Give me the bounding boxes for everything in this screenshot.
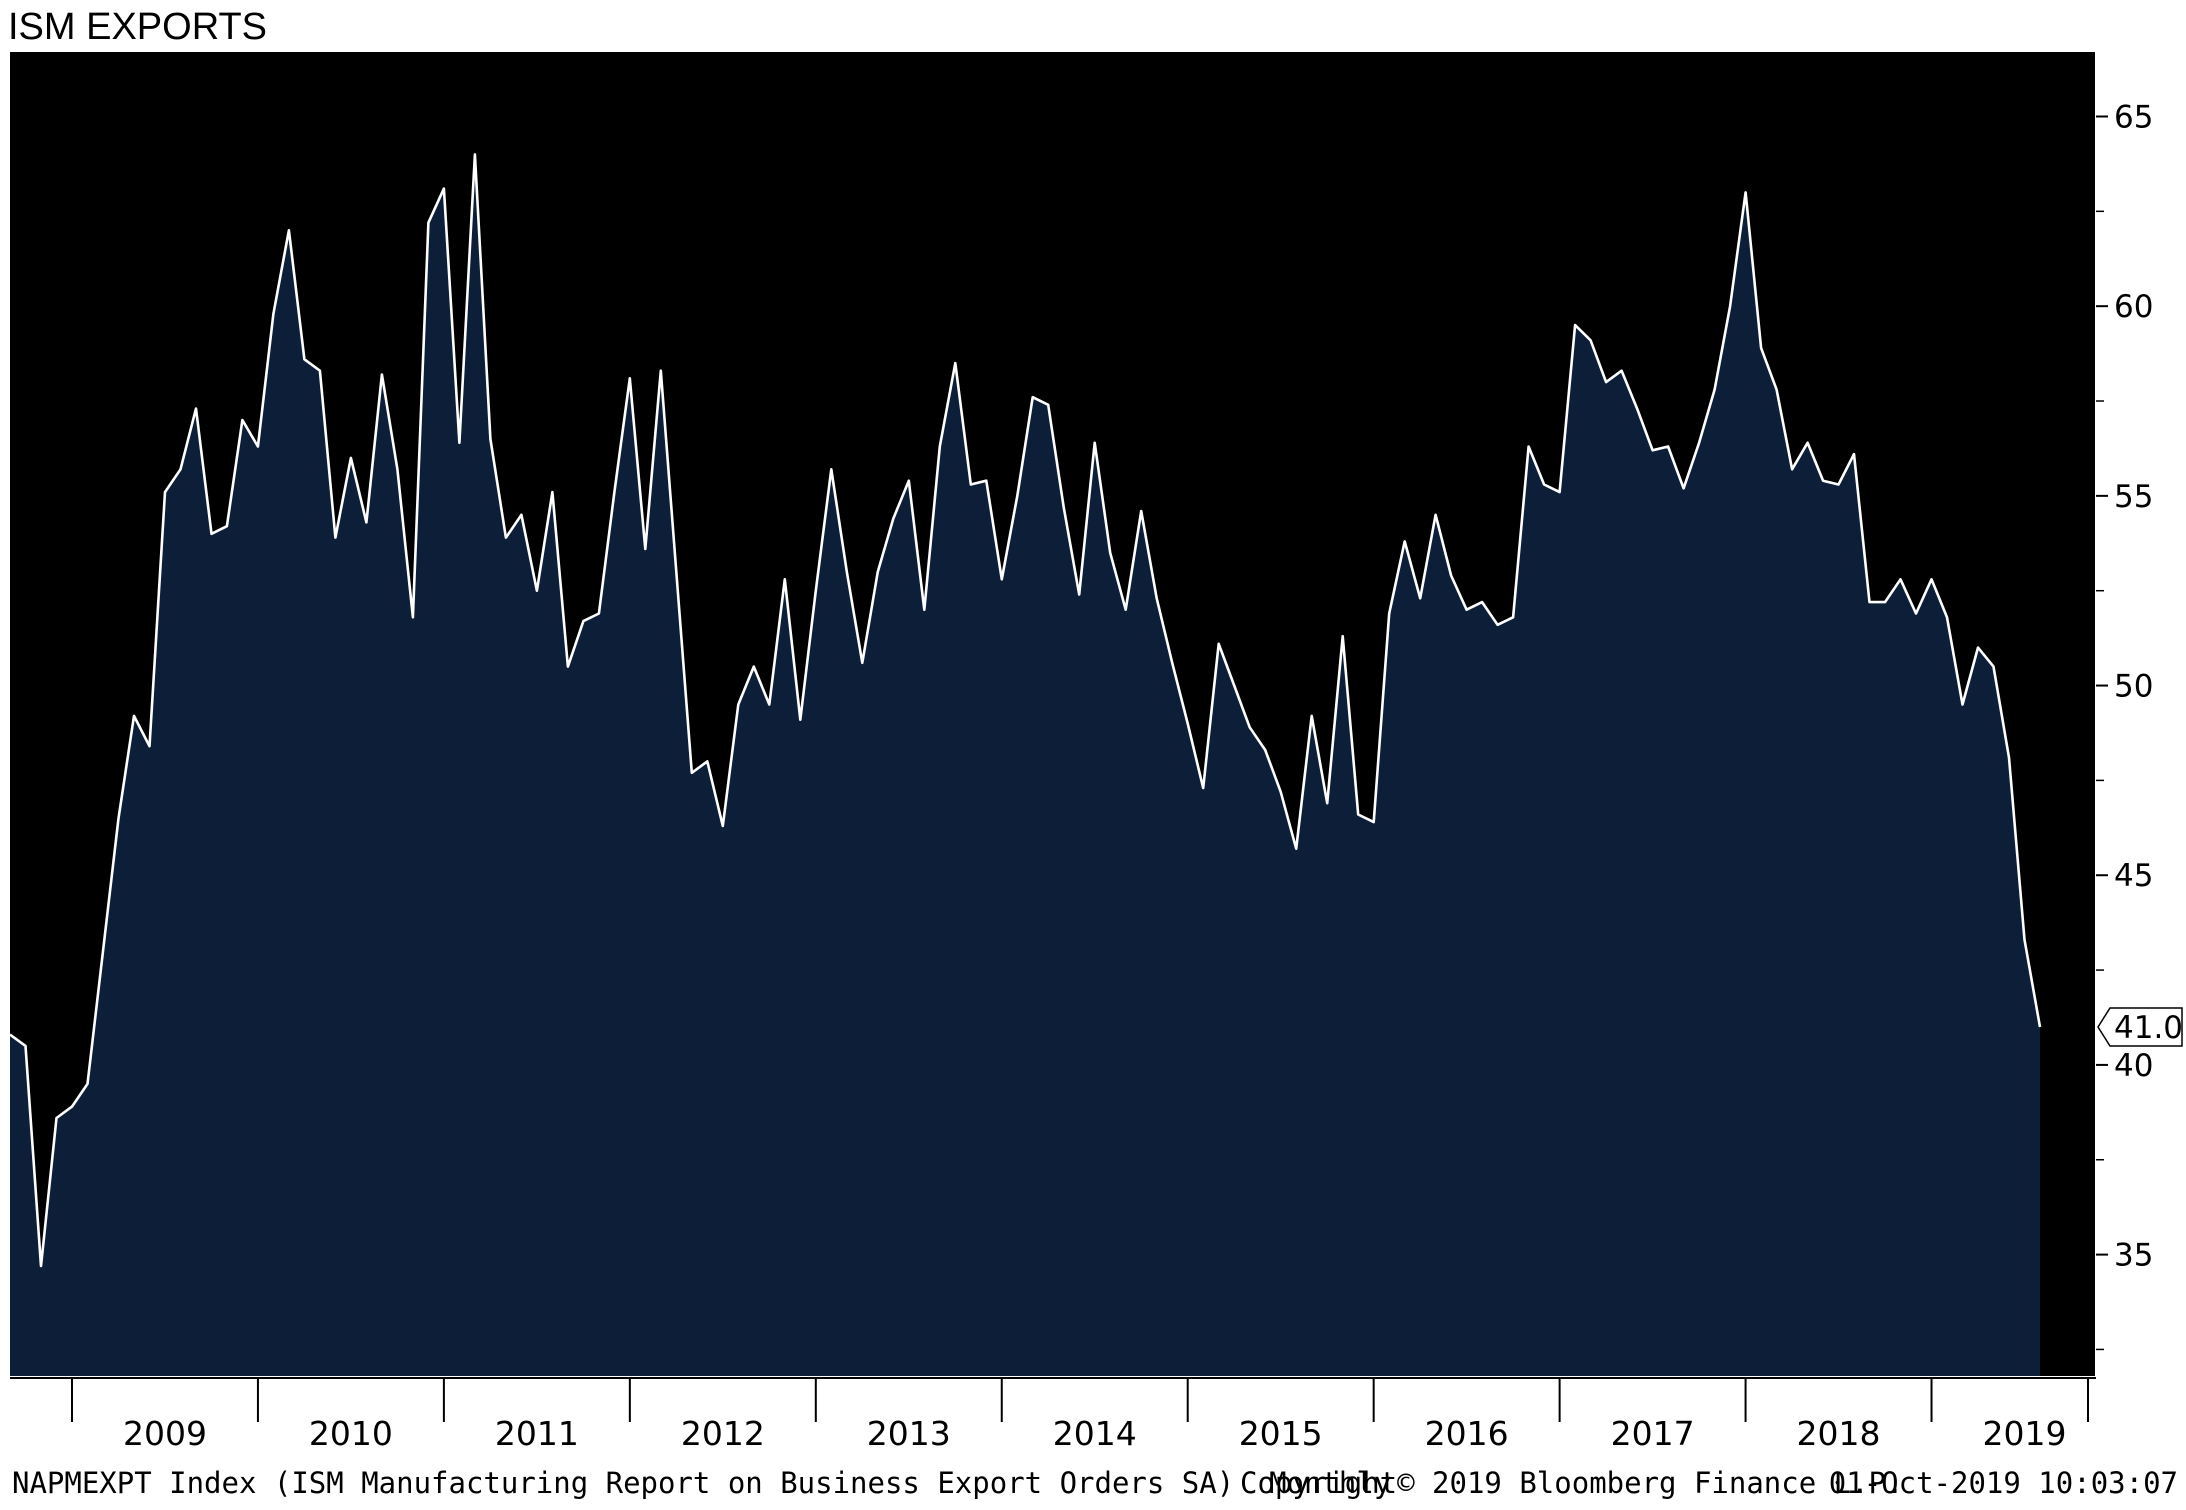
x-tick-label: 2011 bbox=[495, 1414, 579, 1453]
y-tick-label: 60 bbox=[2114, 289, 2153, 325]
y-tick-label: 50 bbox=[2114, 669, 2153, 705]
y-tick-label: 45 bbox=[2114, 858, 2153, 894]
footer-timestamp: 01-Oct-2019 10:03:07 bbox=[1828, 1466, 2178, 1500]
last-value-tag bbox=[2097, 1007, 2183, 1047]
series-area bbox=[10, 154, 2040, 1376]
y-tick-label: 40 bbox=[2114, 1048, 2153, 1084]
x-tick-label: 2016 bbox=[1425, 1414, 1509, 1453]
footer-index-description: NAPMEXPT Index (ISM Manufacturing Report… bbox=[12, 1466, 1392, 1500]
x-tick-label: 2017 bbox=[1611, 1414, 1695, 1453]
x-tick-label: 2013 bbox=[867, 1414, 951, 1453]
x-tick-label: 2009 bbox=[123, 1414, 207, 1453]
y-axis: 35 40 45 50 55 60 65 bbox=[2095, 52, 2153, 1378]
x-tick-label: 2019 bbox=[1983, 1414, 2067, 1453]
y-tick-label: 65 bbox=[2114, 99, 2153, 135]
y-tick-label: 55 bbox=[2114, 479, 2153, 515]
y-tick-label: 35 bbox=[2114, 1238, 2153, 1274]
x-tick-label: 2018 bbox=[1797, 1414, 1881, 1453]
series-line bbox=[9, 153, 2042, 1268]
x-tick-label: 2010 bbox=[309, 1414, 393, 1453]
x-tick-label: 2015 bbox=[1239, 1414, 1323, 1453]
footer-copyright: Copyright© 2019 Bloomberg Finance L.P. bbox=[1240, 1466, 1904, 1500]
area-layer bbox=[9, 153, 2042, 1376]
last-value-marker: 41.0 bbox=[2097, 1007, 2183, 1047]
x-axis: 2009 2010 2011 2012 2013 2014 2015 2016 2017 2018… bbox=[10, 1377, 2096, 1453]
last-value-label: 41.0 bbox=[2114, 1010, 2183, 1046]
x-tick-label: 2014 bbox=[1053, 1414, 1137, 1453]
x-tick-label: 2012 bbox=[681, 1414, 765, 1453]
chart-title: ISM EXPORTS bbox=[8, 6, 268, 48]
